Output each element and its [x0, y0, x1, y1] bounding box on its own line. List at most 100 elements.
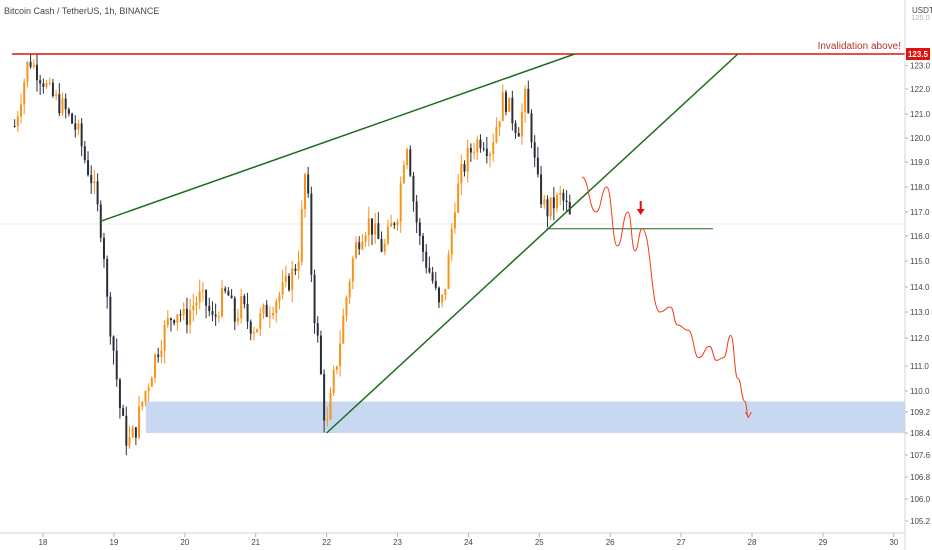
candle-body	[501, 92, 504, 121]
candle-body	[205, 290, 208, 306]
candle-body	[173, 320, 176, 324]
candle-body	[90, 174, 93, 184]
candle-body	[109, 296, 112, 337]
x-tick-label: 18	[39, 538, 48, 547]
candle-body	[489, 154, 492, 156]
candle-body	[77, 123, 80, 130]
candle-body	[20, 104, 23, 117]
candles	[13, 53, 571, 456]
candle-body	[278, 294, 281, 302]
candle-body	[556, 194, 559, 209]
candle-body	[51, 82, 54, 96]
candle-body	[201, 290, 204, 292]
candle-body	[227, 291, 230, 296]
candle-body	[106, 258, 109, 297]
candle-body	[355, 242, 358, 259]
x-tick-label: 23	[393, 538, 402, 547]
candle-body	[527, 88, 530, 114]
candle-body	[160, 350, 163, 357]
trendlines: Invalidation above! 123.5	[12, 41, 930, 434]
x-tick-label: 19	[109, 538, 118, 547]
candle-body	[473, 152, 476, 154]
candle-body	[479, 139, 482, 149]
candle-body	[182, 308, 185, 315]
candle-body	[348, 281, 351, 298]
candle-body	[393, 223, 396, 226]
candle-body	[377, 223, 380, 239]
candle-body	[482, 148, 485, 150]
candle-body	[415, 201, 418, 223]
candle-body	[520, 112, 523, 137]
candle-body	[246, 304, 249, 322]
x-tick-label: 30	[889, 538, 898, 547]
candle-body	[326, 419, 329, 421]
x-tick-label: 25	[535, 538, 544, 547]
y-tick-label: 111.0	[910, 362, 929, 371]
candle-body	[230, 295, 233, 299]
candle-body	[380, 238, 383, 252]
candle-body	[144, 391, 147, 402]
candle-body	[217, 316, 220, 318]
candle-body	[300, 209, 303, 262]
candle-body	[16, 116, 19, 127]
demand-zone	[145, 401, 905, 433]
candle-body	[463, 164, 466, 172]
candle-body	[275, 301, 278, 314]
candle-body	[198, 291, 201, 303]
candle-body	[511, 97, 514, 124]
chart-title: Bitcoin Cash / TetherUS, 1h, BINANCE	[4, 6, 160, 16]
candle-body	[115, 350, 118, 380]
candle-body	[23, 81, 26, 105]
candle-body	[252, 332, 255, 334]
candle-body	[163, 324, 166, 351]
candle-body	[358, 242, 361, 250]
candle-body	[112, 336, 115, 351]
candle-body	[125, 415, 128, 446]
invalidation-annotation: Invalidation above!	[818, 41, 901, 52]
candle-body	[495, 127, 498, 143]
wedge-upper-line	[99, 53, 575, 223]
candle-body	[39, 80, 42, 84]
down-arrow-icon	[636, 209, 645, 215]
candle-body	[345, 297, 348, 316]
candle-body	[399, 183, 402, 222]
candle-body	[549, 197, 552, 217]
candle-body	[169, 318, 172, 321]
candle-body	[351, 258, 354, 282]
y-tick-label: 118.0	[910, 183, 930, 192]
candle-body	[294, 268, 297, 271]
candle-body	[428, 267, 431, 273]
candle-body	[131, 427, 134, 438]
candle-body	[221, 288, 224, 317]
candle-body	[26, 61, 29, 82]
y-tick-label: 119.0	[910, 158, 930, 167]
candle-body	[243, 296, 246, 305]
candle-body	[87, 160, 90, 175]
candle-body	[422, 235, 425, 252]
candle-body	[310, 193, 313, 275]
y-tick-label: 106.8	[910, 473, 931, 482]
candle-body	[80, 123, 83, 147]
candle-body	[45, 83, 48, 87]
candle-body	[224, 288, 227, 292]
candle-body	[297, 261, 300, 271]
candle-body	[166, 318, 169, 325]
candle-body	[361, 241, 364, 250]
candle-body	[154, 354, 157, 378]
candle-body	[402, 164, 405, 184]
y-tick-label: 110.0	[910, 387, 930, 396]
candle-body	[396, 221, 399, 226]
candle-body	[42, 83, 45, 87]
candle-body	[390, 223, 393, 227]
candle-body	[332, 369, 335, 393]
candle-body	[457, 183, 460, 213]
candle-body	[195, 302, 198, 306]
candle-body	[35, 64, 38, 81]
candle-body	[418, 222, 421, 236]
candle-body	[303, 174, 306, 210]
y-tick-label: 109.2	[910, 408, 931, 417]
candle-body	[83, 146, 86, 161]
candle-body	[236, 318, 239, 322]
candle-body	[128, 437, 131, 446]
